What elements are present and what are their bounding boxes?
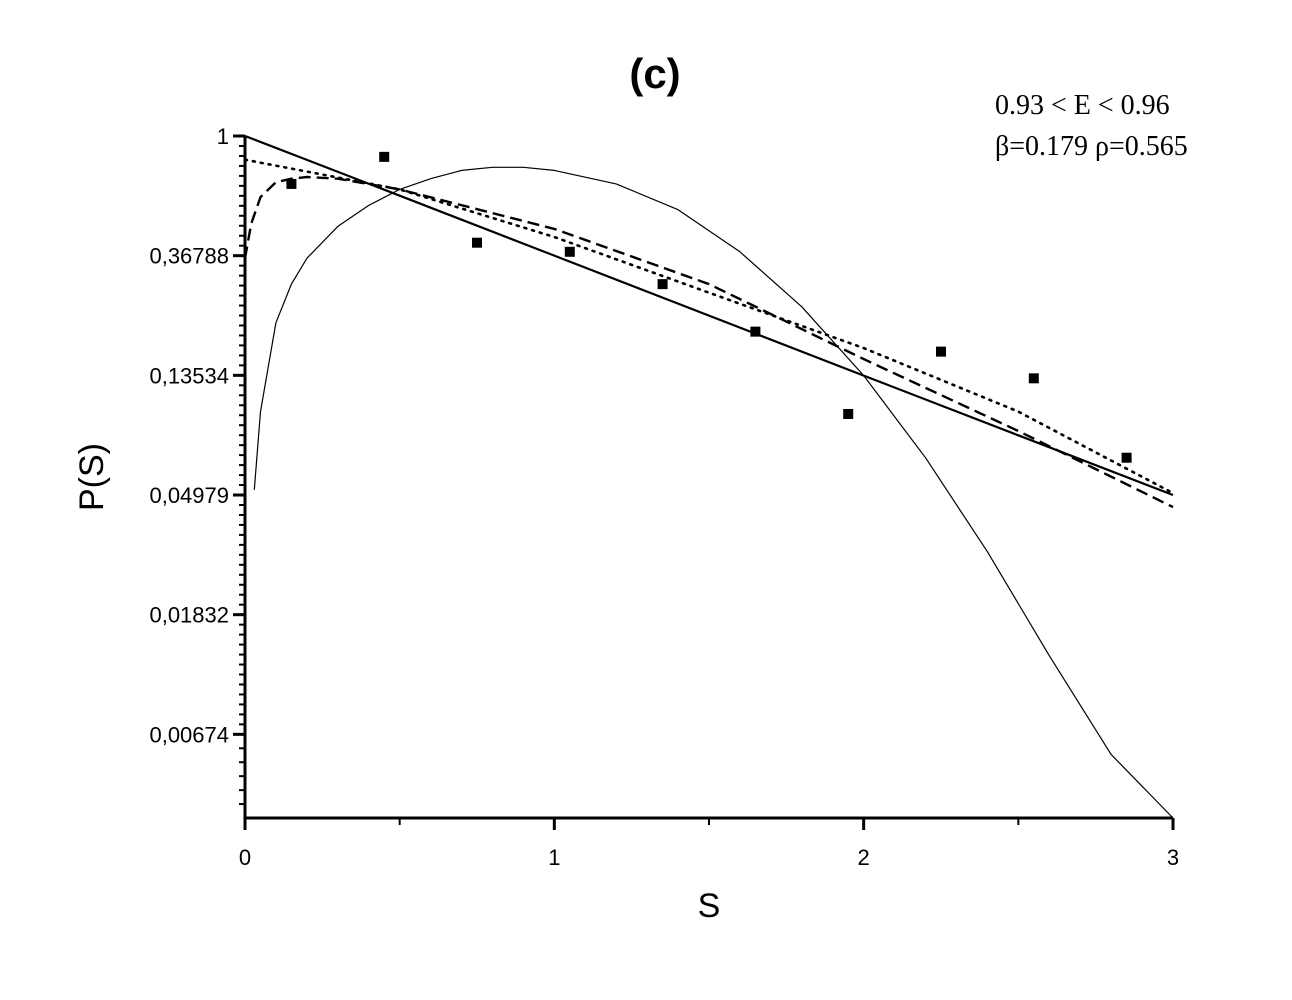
x-axis-title: S — [698, 887, 721, 925]
x-tick-label: 1 — [548, 845, 560, 870]
data-point-marker — [472, 237, 482, 248]
data-point-marker — [843, 408, 854, 419]
ticks: 0 1 2 3 1 0,36788 0,13534 0,04979 0,01832 0,00674 — [149, 124, 1179, 870]
y-tick-label: 0,01832 — [149, 603, 229, 628]
x-tick-label: 0 — [239, 845, 251, 870]
curves — [243, 134, 1175, 819]
x-tick-label: 3 — [1167, 845, 1179, 870]
axes — [243, 136, 1173, 820]
data-point-marker — [750, 326, 761, 337]
chart-title: (c) — [629, 50, 680, 97]
y-tick-label: 0,00674 — [149, 722, 229, 747]
annotation-range: 0.93 < E < 0.96 — [995, 90, 1170, 121]
y-axis-title: P(S) — [73, 443, 111, 511]
y-tick-label: 0,36788 — [149, 244, 229, 269]
data-point-marker — [564, 246, 575, 257]
y-tick-label: 1 — [217, 124, 229, 149]
data-point-marker — [657, 279, 668, 290]
markers — [286, 151, 1132, 463]
y-tick-label: 0,04979 — [149, 483, 229, 508]
data-point-marker — [936, 346, 946, 357]
data-point-marker — [286, 178, 297, 189]
series-solid-line — [244, 134, 1174, 497]
x-tick-label: 2 — [858, 845, 870, 870]
y-tick-label: 0,13534 — [149, 363, 229, 388]
data-point-marker — [379, 151, 390, 162]
annotation-params: β=0.179 ρ=0.565 — [995, 131, 1188, 162]
series-dashed-line — [243, 175, 1174, 509]
data-point-marker — [1028, 373, 1039, 384]
data-point-marker — [1121, 452, 1132, 463]
series-dotted-line — [243, 158, 1175, 495]
series-solid-thin-line — [253, 166, 1174, 819]
